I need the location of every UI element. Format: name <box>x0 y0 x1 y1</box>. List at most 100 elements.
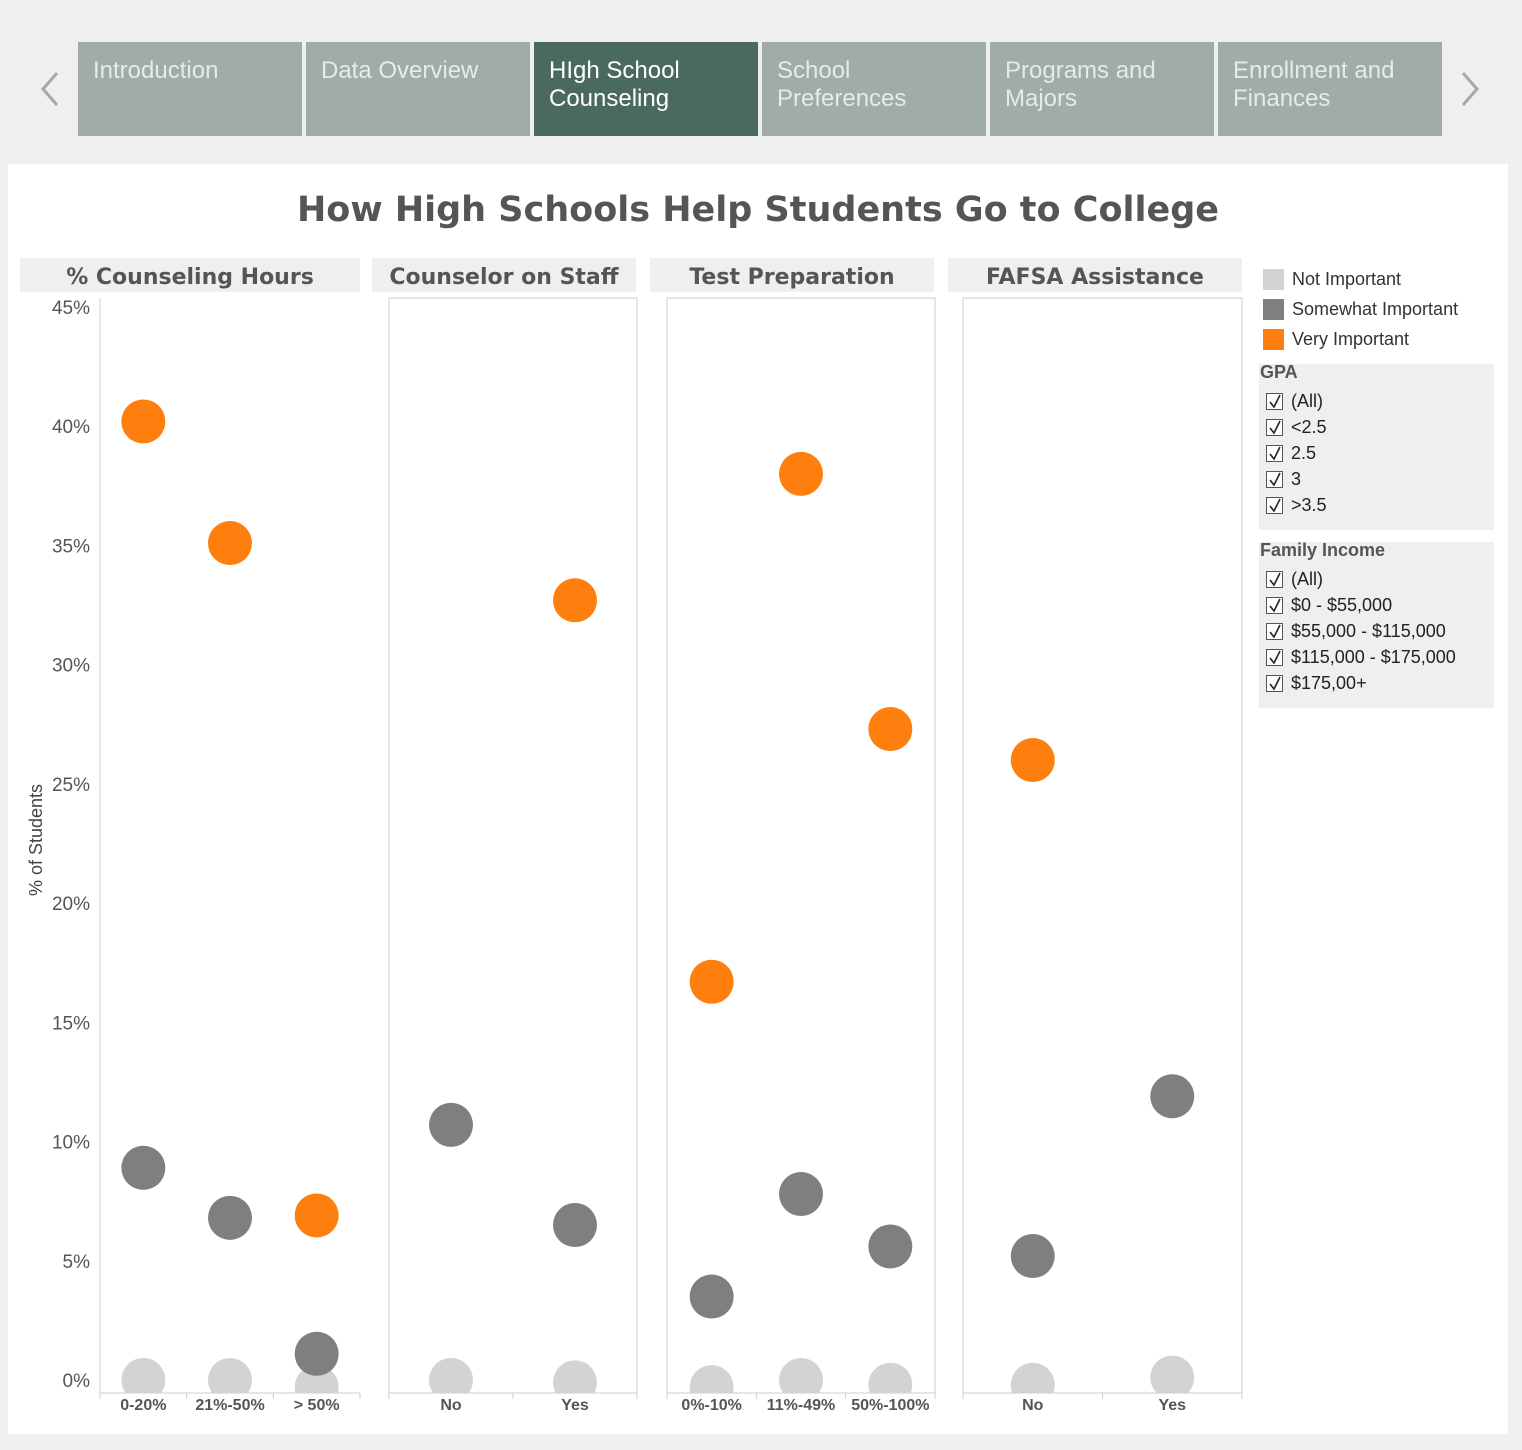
tab-enrollment-and-finances[interactable]: Enrollment and Finances <box>1218 42 1442 136</box>
data-point-somewhat-important[interactable] <box>1010 1234 1055 1279</box>
filter-option-label: 3 <box>1291 468 1302 489</box>
checkbox-checked[interactable] <box>1266 444 1283 462</box>
x-tick-label: 0-20% <box>120 1397 166 1414</box>
chevron-right-icon <box>1461 72 1479 106</box>
tab-label-line1: Data Overview <box>321 57 479 84</box>
facet-marks <box>1010 738 1195 1407</box>
filter-option-label: (All) <box>1291 390 1323 411</box>
income-filter-option[interactable]: $55,000 - $115,000 <box>1259 618 1494 644</box>
x-tick-label: 50%-100% <box>851 1397 929 1414</box>
facet-marks <box>121 399 339 1402</box>
data-point-very-important[interactable] <box>1010 738 1055 783</box>
gpa-filter-option[interactable]: (All) <box>1259 388 1494 414</box>
facet-plot-frame <box>962 297 1243 1394</box>
facet-header-bg <box>20 258 360 292</box>
gpa-filter-option[interactable]: >3.5 <box>1259 492 1494 518</box>
tab-label-line1: HIgh School <box>549 57 680 84</box>
tab-label-line2: Majors <box>1005 85 1078 112</box>
facet-marks <box>429 578 597 1404</box>
facet-title: % Counseling Hours <box>66 265 314 290</box>
x-tick-label: 0%-10% <box>681 1397 741 1414</box>
data-point-not-important[interactable] <box>429 1358 473 1402</box>
income-filter-option[interactable]: $175,00+ <box>1259 670 1494 696</box>
tab-school-preferences[interactable]: School Preferences <box>762 42 986 136</box>
data-point-not-important[interactable] <box>553 1360 597 1404</box>
tab-introduction[interactable]: Introduction <box>78 42 302 136</box>
data-point-not-important[interactable] <box>868 1362 913 1407</box>
checkbox-checked[interactable] <box>1266 418 1283 436</box>
income-filter-option[interactable]: $115,000 - $175,000 <box>1259 644 1494 670</box>
y-tick-label: 15% <box>52 1013 90 1034</box>
tab-label-line1: Introduction <box>93 57 219 84</box>
facet-header-bg <box>650 258 934 292</box>
checkmark-icon <box>1269 676 1281 690</box>
data-point-somewhat-important[interactable] <box>1150 1074 1195 1119</box>
prev-arrow-button[interactable] <box>20 42 80 136</box>
data-point-somewhat-important[interactable] <box>868 1224 913 1269</box>
legend-item[interactable]: Not Important <box>1263 264 1458 294</box>
next-arrow-button[interactable] <box>1440 42 1500 136</box>
income-filter-option[interactable]: (All) <box>1259 566 1494 592</box>
checkbox-checked[interactable] <box>1266 496 1283 514</box>
filter-option-label: 2.5 <box>1291 442 1317 463</box>
checkbox-checked[interactable] <box>1266 596 1283 614</box>
data-point-very-important[interactable] <box>779 451 823 496</box>
x-tick-label: Yes <box>561 1397 589 1414</box>
family-income-filter: Family Income (All) $0 - $55,000 $55,000 -… <box>1259 541 1494 708</box>
checkbox-checked[interactable] <box>1266 674 1283 692</box>
data-point-very-important[interactable] <box>553 578 597 623</box>
data-point-somewhat-important[interactable] <box>689 1274 734 1319</box>
data-point-very-important[interactable] <box>208 521 252 566</box>
income-filter-option[interactable]: $0 - $55,000 <box>1259 592 1494 618</box>
gpa-filter-option[interactable]: <2.5 <box>1259 414 1494 440</box>
gpa-filter-option[interactable]: 2.5 <box>1259 440 1494 466</box>
checkbox-checked[interactable] <box>1266 570 1283 588</box>
data-point-very-important[interactable] <box>868 707 913 752</box>
data-point-very-important[interactable] <box>121 399 166 444</box>
x-tick-label: Yes <box>1158 1397 1186 1414</box>
filter-option-label: (All) <box>1291 568 1323 589</box>
y-tick-label: 10% <box>52 1133 90 1154</box>
data-point-very-important[interactable] <box>689 959 734 1004</box>
checkbox-checked[interactable] <box>1266 622 1283 640</box>
data-point-somewhat-important[interactable] <box>429 1102 473 1147</box>
tab-high-school-counseling[interactable]: HIgh School Counseling <box>534 42 758 136</box>
checkbox-checked[interactable] <box>1266 648 1283 666</box>
tab-programs-and-majors[interactable]: Programs and Majors <box>990 42 1214 136</box>
data-point-not-important[interactable] <box>1010 1362 1055 1407</box>
checkbox-checked[interactable] <box>1266 470 1283 488</box>
gpa-filter-option[interactable]: 3 <box>1259 466 1494 492</box>
legend-label: Not Important <box>1292 268 1402 289</box>
data-point-not-important[interactable] <box>689 1365 734 1409</box>
x-tick-label: > 50% <box>294 1397 340 1414</box>
legend-swatch <box>1263 328 1284 350</box>
checkmark-icon <box>1269 498 1281 512</box>
data-point-not-important[interactable] <box>779 1358 823 1402</box>
data-point-not-important[interactable] <box>208 1358 252 1402</box>
color-legend: Not Important Somewhat Important Very Impo… <box>1263 264 1458 354</box>
data-point-somewhat-important[interactable] <box>294 1331 339 1376</box>
legend-item[interactable]: Somewhat Important <box>1263 294 1458 324</box>
legend-swatch <box>1263 298 1284 320</box>
checkmark-icon <box>1269 598 1281 612</box>
chart-title: How High Schools Help Students Go to Col… <box>296 190 1220 230</box>
legend-label: Somewhat Important <box>1292 298 1459 319</box>
tab-label-line1: School <box>777 57 851 84</box>
legend-item[interactable]: Very Important <box>1263 324 1458 354</box>
x-tick-label: 21%-50% <box>195 1397 264 1414</box>
checkbox-checked[interactable] <box>1266 392 1283 410</box>
data-point-somewhat-important[interactable] <box>121 1145 166 1190</box>
data-point-not-important[interactable] <box>1150 1355 1195 1400</box>
data-point-not-important[interactable] <box>121 1358 166 1402</box>
tab-label-line2: Preferences <box>777 85 907 112</box>
checkmark-icon <box>1269 394 1281 408</box>
facet-header-bg <box>948 258 1242 292</box>
chevron-left-icon <box>41 72 59 106</box>
data-point-somewhat-important[interactable] <box>208 1195 252 1240</box>
data-point-somewhat-important[interactable] <box>553 1203 597 1248</box>
data-point-very-important[interactable] <box>294 1193 339 1238</box>
data-point-somewhat-important[interactable] <box>779 1172 823 1217</box>
tab-data-overview[interactable]: Data Overview <box>306 42 530 136</box>
checkmark-icon <box>1269 472 1281 486</box>
